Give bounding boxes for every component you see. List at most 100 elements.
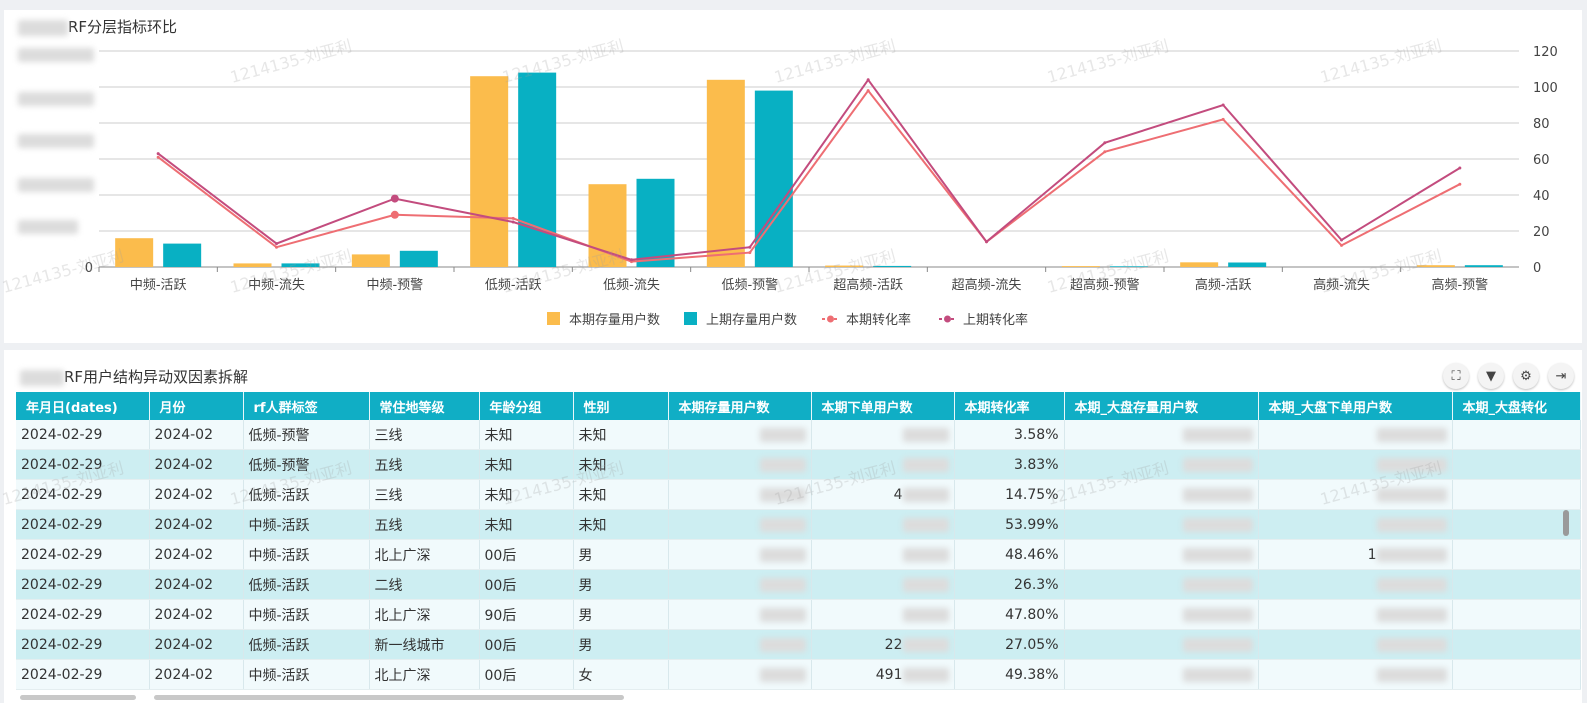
bar-previous-stock — [1228, 262, 1267, 267]
table-cell: 中频-活跃 — [243, 599, 370, 630]
table-cell: 男 — [573, 539, 669, 570]
redacted-value — [1182, 457, 1253, 472]
table-cell: 2024-02 — [149, 659, 244, 690]
x-tick-label: 中频-预警 — [366, 277, 423, 293]
line-point — [630, 258, 633, 262]
bar-current-stock — [1416, 265, 1455, 267]
table-cell: 26.3% — [954, 569, 1065, 600]
table-row[interactable]: 2024-02-29 2024-02 低频-活跃 新一线城市 00后男 22 27.05% — [16, 629, 1581, 660]
table-cell: 4 — [811, 479, 955, 510]
table-cell — [1258, 420, 1453, 450]
data-table: 年月日(dates) 月份 rf人群标签 常住地等级 年龄分组 性别 本期存量用户数 本期下单… — [16, 392, 1581, 690]
filter-icon[interactable]: ▼ — [1478, 363, 1504, 389]
column-header[interactable]: 本期_大盘转化 — [1452, 392, 1581, 420]
bar-previous-stock — [1464, 265, 1503, 267]
table-cell: 2024-02 — [149, 509, 244, 540]
redacted-value — [1182, 667, 1253, 682]
fullscreen-icon[interactable]: ⛶ — [1443, 363, 1469, 389]
table-cell: 中频-活跃 — [243, 539, 370, 570]
table-cell: 低频-预警 — [243, 420, 370, 450]
bar-current-stock — [1180, 262, 1219, 267]
table-row[interactable]: 2024-02-29 2024-02 低频-活跃 三线 未知 未知 4 14.75% — [16, 479, 1581, 510]
legend-swatch-dot — [944, 315, 951, 323]
table-cell: 2024-02-29 — [16, 479, 150, 510]
line-point — [511, 220, 515, 224]
horizontal-scrollbar-left[interactable] — [20, 695, 136, 700]
table-cell: 三线 — [369, 479, 480, 510]
vertical-scrollbar-thumb[interactable] — [1563, 510, 1569, 536]
table-cell: 27.05% — [954, 629, 1065, 660]
table-cell: 二线 — [369, 569, 480, 600]
table-cell: 低频-活跃 — [243, 629, 370, 660]
table-row[interactable]: 2024-02-29 2024-02 低频-预警 五线 未知 未知 3.83% — [16, 449, 1581, 480]
table-cell — [1064, 599, 1259, 630]
table-cell — [1452, 599, 1581, 630]
column-header[interactable]: 年龄分组 — [479, 392, 574, 420]
table-row[interactable]: 2024-02-29 2024-02 中频-活跃 北上广深 00后女 491 49.38% — [16, 659, 1581, 690]
legend-swatch-dot — [827, 315, 834, 323]
table-cell: 未知 — [573, 449, 669, 480]
redacted-value — [1182, 577, 1253, 592]
table-row[interactable]: 2024-02-29 2024-02 中频-活跃 五线 未知 未知 53.99% — [16, 509, 1581, 540]
redacted-value — [902, 427, 949, 442]
line-point — [985, 240, 988, 244]
column-header[interactable]: 性别 — [573, 392, 669, 420]
table-row[interactable]: 2024-02-29 2024-02 低频-预警 三线 未知 未知 3.58% — [16, 420, 1581, 450]
redacted-value — [1376, 517, 1447, 532]
table-cell: 2024-02-29 — [16, 659, 150, 690]
settings-icon[interactable]: ⚙ — [1513, 363, 1539, 389]
table-cell: 2024-02 — [149, 569, 244, 600]
table-cell: 00后 — [479, 629, 574, 660]
column-header[interactable]: 本期转化率 — [954, 392, 1065, 420]
column-header[interactable]: 年月日(dates) — [16, 392, 150, 420]
table-row[interactable]: 2024-02-29 2024-02 中频-活跃 北上广深 00后男 48.46% 1 — [16, 539, 1581, 570]
table-cell: 中频-活跃 — [243, 509, 370, 540]
table-cell: 2024-02-29 — [16, 449, 150, 480]
column-header[interactable]: 本期_大盘存量用户数 — [1064, 392, 1259, 420]
table-cell: 北上广深 — [369, 539, 480, 570]
table-cell — [1064, 479, 1259, 510]
line-point — [1221, 117, 1225, 121]
redacted-value — [759, 427, 806, 442]
table-cell: 北上广深 — [369, 599, 480, 630]
bar-previous-stock — [1109, 266, 1148, 267]
table-cell: 3.83% — [954, 449, 1065, 480]
table-cell — [1258, 449, 1453, 480]
table-cell: 男 — [573, 629, 669, 660]
export-icon[interactable]: ⇥ — [1548, 363, 1574, 389]
table-cell — [668, 509, 812, 540]
table-cell — [1258, 569, 1453, 600]
column-header[interactable]: 月份 — [149, 392, 244, 420]
column-header[interactable]: 本期_大盘下单用户数 — [1258, 392, 1453, 420]
table-cell: 未知 — [479, 479, 574, 510]
x-tick-label: 超高频-活跃 — [833, 277, 903, 293]
table-row[interactable]: 2024-02-29 2024-02 低频-活跃 二线 00后男 26.3% — [16, 569, 1581, 600]
bar-current-stock — [470, 76, 509, 267]
table-cell — [811, 599, 955, 630]
column-header[interactable]: 本期下单用户数 — [811, 392, 955, 420]
right-axis-tick-label: 60 — [1533, 153, 1550, 168]
right-axis-tick-label: 80 — [1533, 117, 1550, 132]
table-cell — [811, 539, 955, 570]
right-axis-tick-label: 100 — [1533, 81, 1558, 96]
x-tick-label: 高频-活跃 — [1195, 277, 1252, 293]
redacted-value — [1376, 577, 1447, 592]
column-header[interactable]: 常住地等级 — [369, 392, 480, 420]
line-point — [866, 78, 870, 82]
table-cell: 低频-预警 — [243, 449, 370, 480]
column-header[interactable]: 本期存量用户数 — [668, 392, 812, 420]
line-point — [1221, 103, 1225, 107]
highlight-point — [390, 210, 399, 219]
column-header[interactable]: rf人群标签 — [243, 392, 370, 420]
table-cell: 2024-02-29 — [16, 420, 150, 450]
redacted-value — [759, 607, 806, 622]
bar-previous-stock — [636, 178, 675, 267]
table-row[interactable]: 2024-02-29 2024-02 中频-活跃 北上广深 90后男 47.80% — [16, 599, 1581, 630]
table-cell: 未知 — [479, 449, 574, 480]
line-point — [748, 251, 752, 255]
table-cell — [1258, 509, 1453, 540]
x-tick-label: 低频-流失 — [603, 278, 660, 293]
table-cell — [1064, 449, 1259, 480]
horizontal-scrollbar-thumb[interactable] — [154, 695, 624, 700]
redacted-value — [1182, 427, 1253, 442]
